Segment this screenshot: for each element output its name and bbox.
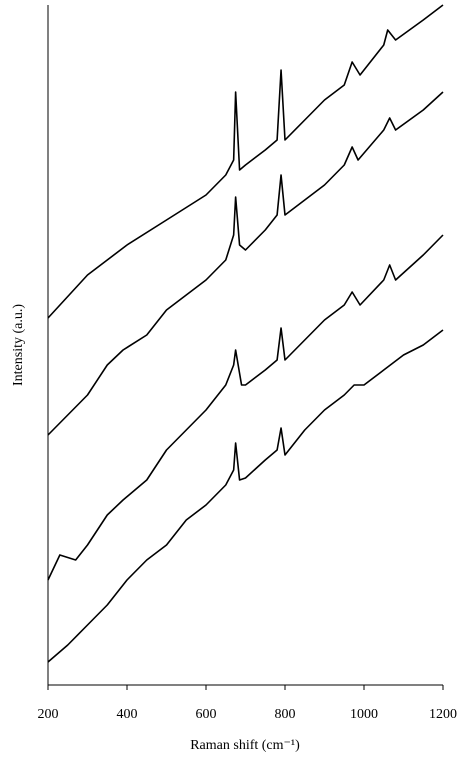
x-axis-label: Raman shift (cm⁻¹) xyxy=(190,738,300,753)
y-axis-label: Intensity (a.u.) xyxy=(11,304,26,386)
x-tick-label: 1200 xyxy=(429,707,457,722)
spectrum-line xyxy=(47,329,444,663)
spectrum-line xyxy=(47,4,444,319)
x-tick-label: 200 xyxy=(38,707,59,722)
spectrum-line xyxy=(47,91,444,436)
x-tick-label: 1000 xyxy=(350,707,378,722)
x-tick-label: 800 xyxy=(275,707,296,722)
x-tick-label: 600 xyxy=(196,707,217,722)
spectrum-line xyxy=(47,234,444,581)
x-tick-label: 400 xyxy=(117,707,138,722)
